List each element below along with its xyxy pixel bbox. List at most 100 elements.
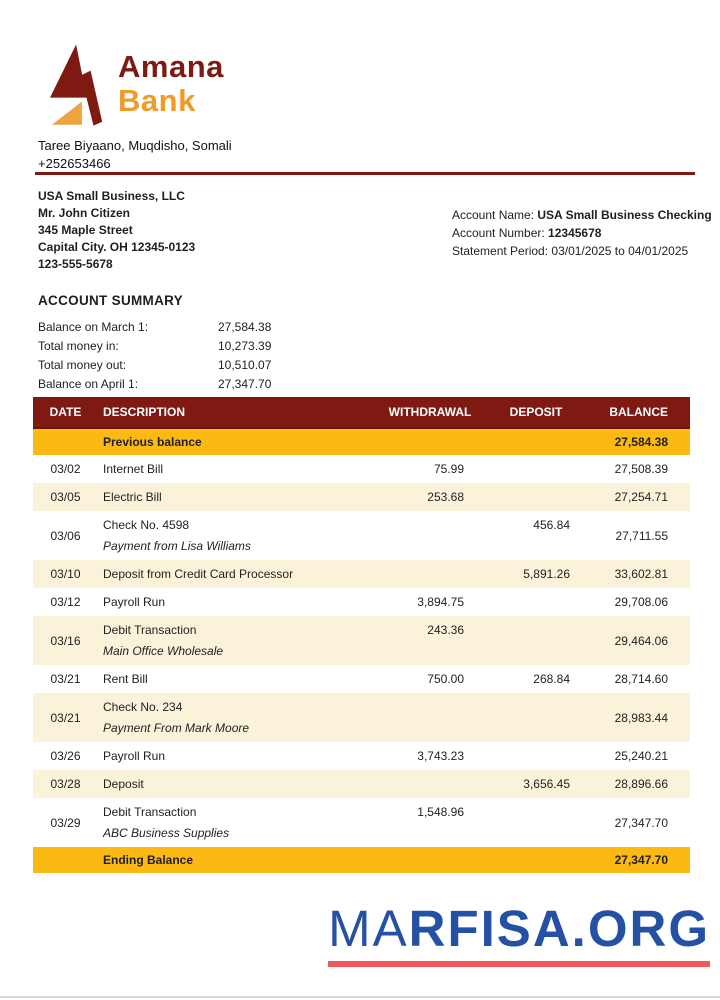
cell-deposit: 456.84 (533, 518, 570, 532)
cell-date: 03/29 (50, 815, 81, 830)
bank-name-bottom: Bank (118, 83, 196, 118)
cell-description: Debit Transaction Main Office Wholesale (98, 616, 370, 665)
statement-period-label: Statement Period: (452, 244, 552, 258)
cell-balance: 27,347.70 (614, 815, 668, 830)
bank-address-line: Taree Biyaano, Muqdisho, Somali (38, 138, 232, 153)
cell-withdrawal: 3,743.23 (417, 749, 464, 763)
cell-deposit (490, 455, 582, 483)
cell-date: 03/26 (50, 749, 81, 763)
customer-phone: 123-555-5678 (38, 257, 113, 271)
cell-description-note: Payment From Mark Moore (103, 721, 250, 735)
ending-balance-label: Ending Balance (98, 847, 370, 873)
header-description: DESCRIPTION (98, 397, 370, 429)
cell-date: 03/16 (33, 616, 98, 665)
cell-withdrawal: 1,548.96 (417, 805, 464, 819)
transactions-table: DATE DESCRIPTION WITHDRAWAL DEPOSIT BALA… (33, 397, 690, 873)
account-number-value: 12345678 (548, 226, 602, 240)
cell-balance: 27,508.39 (614, 462, 668, 476)
cell-description-note: Payment from Lisa Williams (103, 539, 251, 553)
cell-description: Electric Bill (98, 483, 370, 511)
customer-city: Capital City. OH 12345-0123 (38, 240, 196, 254)
customer-address-block: USA Small Business, LLC Mr. John Citizen… (38, 188, 195, 273)
cell-balance: 25,240.21 (614, 749, 668, 763)
summary-label: Total money out: (38, 358, 127, 372)
cell-date: 03/06 (50, 528, 81, 543)
bank-name-top: Amana (118, 49, 224, 84)
summary-row: Balance on March 1: 27,584.38 (38, 318, 358, 337)
bank-address-block: Taree Biyaano, Muqdisho, Somali +2526534… (38, 137, 232, 173)
summary-label: Total money in: (38, 339, 119, 353)
cell-balance: 28,896.66 (582, 770, 690, 798)
header-withdrawal: WITHDRAWAL (370, 397, 490, 429)
account-summary-table: Balance on March 1: 27,584.38 Total money… (38, 318, 358, 394)
account-details-block: Account Name: USA Small Business Checkin… (452, 206, 712, 260)
header-balance: BALANCE (582, 397, 690, 429)
cell-date: 03/12 (50, 595, 81, 609)
summary-value: 27,347.70 (218, 377, 272, 391)
account-name-label: Account Name: (452, 208, 538, 222)
bank-logo: Amana Bank (50, 42, 224, 132)
cell-deposit (490, 693, 582, 742)
header-divider (35, 172, 695, 175)
page-bottom-divider (0, 996, 720, 998)
cell-withdrawal: 3,894.75 (417, 595, 464, 609)
customer-name: Mr. John Citizen (38, 206, 131, 220)
cell-deposit: 3,656.45 (490, 770, 582, 798)
table-row: 03/29 Debit Transaction ABC Business Supp… (33, 798, 690, 847)
watermark-text-bold: RFISA.ORG (408, 900, 710, 957)
bank-logo-icon (50, 44, 103, 126)
cell-description: Internet Bill (103, 462, 164, 476)
cell-deposit (490, 742, 582, 770)
summary-value: 10,510.07 (218, 358, 272, 372)
cell-date: 03/02 (50, 462, 81, 476)
account-summary-title: ACCOUNT SUMMARY (38, 293, 183, 308)
previous-balance-row: Previous balance 27,584.38 (33, 428, 690, 455)
cell-withdrawal (370, 560, 490, 588)
cell-deposit (490, 483, 582, 511)
table-row: 03/06 Check No. 4598 Payment from Lisa Wi… (33, 511, 690, 560)
cell-date: 03/21 (50, 672, 81, 686)
ending-balance-value: 27,347.70 (582, 847, 690, 873)
account-number-label: Account Number: (452, 226, 549, 240)
summary-row: Balance on April 1: 27,347.70 (38, 375, 358, 394)
customer-company: USA Small Business, LLC (38, 189, 185, 203)
table-row: 03/10 Deposit from Credit Card Processor… (33, 560, 690, 588)
table-row: 03/21 Rent Bill 750.00 268.84 28,714.60 (33, 665, 690, 693)
cell-withdrawal (370, 770, 490, 798)
cell-withdrawal (370, 693, 490, 742)
cell-balance: 28,983.44 (582, 693, 690, 742)
bank-logo-text: Amana Bank (118, 50, 224, 132)
table-row: 03/21 Check No. 234 Payment From Mark Moo… (33, 693, 690, 742)
statement-period-value: 03/01/2025 to 04/01/2025 (551, 244, 689, 258)
cell-balance: 29,708.06 (614, 595, 668, 609)
cell-withdrawal: 750.00 (427, 672, 464, 686)
account-name-value: USA Small Business Checking (537, 208, 712, 222)
customer-street: 345 Maple Street (38, 223, 133, 237)
cell-withdrawal: 75.99 (433, 462, 464, 476)
cell-withdrawal: 243.36 (370, 616, 490, 665)
table-row: 03/16 Debit Transaction Main Office Whole… (33, 616, 690, 665)
summary-value: 10,273.39 (218, 339, 272, 353)
cell-description: Check No. 4598 Payment from Lisa Williams (98, 511, 370, 560)
summary-row: Total money in: 10,273.39 (38, 337, 358, 356)
cell-description: Check No. 234 Payment From Mark Moore (98, 693, 370, 742)
cell-date: 03/05 (33, 483, 98, 511)
cell-description: Debit Transaction ABC Business Supplies (98, 798, 370, 847)
cell-date: 03/28 (33, 770, 98, 798)
cell-deposit (490, 588, 582, 616)
cell-withdrawal: 253.68 (370, 483, 490, 511)
statement-period-row: Statement Period: 03/01/2025 to 04/01/20… (452, 242, 712, 260)
cell-deposit: 268.84 (533, 672, 570, 686)
cell-balance: 29,464.06 (582, 616, 690, 665)
summary-label: Balance on April 1: (38, 377, 139, 391)
cell-description: Payroll Run (103, 595, 166, 609)
cell-description-note: Main Office Wholesale (103, 644, 224, 658)
cell-balance: 27,711.55 (615, 528, 669, 543)
cell-deposit (490, 798, 582, 847)
cell-description: Rent Bill (103, 672, 148, 686)
table-row: 03/05 Electric Bill 253.68 27,254.71 (33, 483, 690, 511)
previous-balance-value: 27,584.38 (582, 428, 690, 455)
cell-balance: 27,254.71 (582, 483, 690, 511)
cell-date: 03/10 (33, 560, 98, 588)
